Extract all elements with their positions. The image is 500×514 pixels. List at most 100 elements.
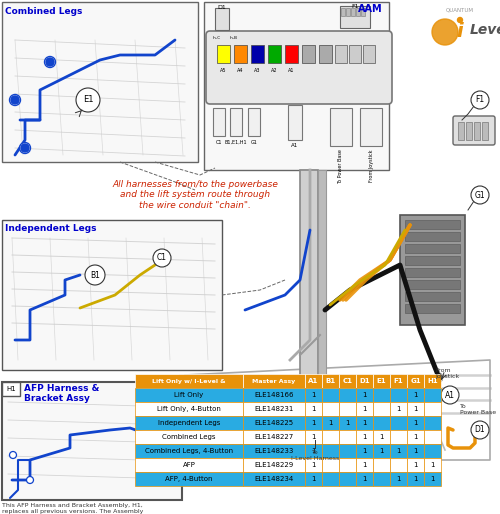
Bar [405, 280, 460, 289]
Bar [356, 416, 373, 430]
Text: B1: B1 [90, 270, 100, 280]
Bar [405, 256, 460, 265]
Bar [2, 2, 198, 162]
Text: ELE148233: ELE148233 [254, 448, 294, 454]
Text: 1: 1 [362, 434, 367, 440]
Circle shape [471, 91, 489, 109]
Text: ELE148231: ELE148231 [254, 406, 294, 412]
Text: From
Joystick: From Joystick [435, 368, 459, 379]
Bar [243, 430, 305, 444]
Bar [318, 170, 326, 390]
Bar [373, 388, 390, 402]
Bar [356, 8, 360, 16]
Circle shape [22, 145, 28, 151]
Text: F1: F1 [476, 96, 484, 104]
Circle shape [432, 19, 458, 45]
Bar [2, 382, 20, 396]
Text: 1: 1 [362, 420, 367, 426]
Bar [390, 416, 407, 430]
Bar [373, 444, 390, 458]
Text: 1: 1 [362, 448, 367, 454]
Text: B1: B1 [326, 378, 336, 384]
Text: B1,E1,H1: B1,E1,H1 [224, 140, 248, 145]
Bar [322, 416, 339, 430]
Bar [268, 45, 281, 63]
Circle shape [85, 265, 105, 285]
Text: Lift Only, 4-Button: Lift Only, 4-Button [157, 406, 221, 412]
Text: 1: 1 [311, 462, 316, 468]
Bar [356, 388, 373, 402]
Bar [339, 458, 356, 472]
Text: Combined Legs: Combined Legs [162, 434, 216, 440]
Text: 1: 1 [362, 462, 367, 468]
Bar [213, 108, 225, 136]
Bar [251, 45, 264, 63]
Text: G1: G1 [410, 378, 421, 384]
Text: 1: 1 [413, 406, 418, 412]
Text: ELE148166: ELE148166 [254, 392, 294, 398]
Text: 1: 1 [362, 406, 367, 412]
Text: Lift Only: Lift Only [174, 392, 204, 398]
Text: 1: 1 [345, 420, 350, 426]
Text: All harnesses from/to the powerbase
and the lift system route through
the wire c: All harnesses from/to the powerbase and … [112, 180, 278, 210]
Bar [424, 402, 441, 416]
Bar [322, 444, 339, 458]
Bar [248, 108, 260, 136]
Bar [305, 444, 322, 458]
Bar [424, 374, 441, 388]
Bar [390, 472, 407, 486]
Bar [300, 170, 318, 390]
Bar [356, 402, 373, 416]
Bar [305, 458, 322, 472]
Bar [243, 402, 305, 416]
Bar [390, 402, 407, 416]
Bar [407, 374, 424, 388]
Bar [361, 8, 365, 16]
Text: Combined Legs, 4-Button: Combined Legs, 4-Button [145, 448, 233, 454]
Bar [356, 458, 373, 472]
Bar [390, 374, 407, 388]
Bar [482, 122, 488, 140]
Bar [2, 382, 182, 500]
Bar [243, 472, 305, 486]
Bar [400, 215, 465, 325]
Circle shape [46, 58, 54, 66]
Text: Level: Level [470, 23, 500, 37]
Circle shape [471, 186, 489, 204]
Text: 1: 1 [396, 406, 401, 412]
Bar [360, 108, 382, 146]
Text: A3: A3 [254, 68, 261, 73]
Bar [405, 292, 460, 301]
Bar [341, 8, 345, 16]
Circle shape [21, 144, 29, 152]
Text: 1: 1 [311, 476, 316, 482]
Bar [135, 402, 243, 416]
Bar [305, 416, 322, 430]
Bar [243, 444, 305, 458]
Text: In-C: In-C [213, 36, 221, 40]
FancyBboxPatch shape [206, 31, 392, 104]
Text: To Power Base: To Power Base [338, 149, 344, 184]
Text: 1: 1 [311, 392, 316, 398]
Bar [135, 430, 243, 444]
Bar [322, 388, 339, 402]
Text: G1: G1 [250, 140, 258, 145]
Text: A1: A1 [308, 378, 318, 384]
Text: 1: 1 [413, 476, 418, 482]
Bar [474, 122, 480, 140]
Bar [405, 268, 460, 277]
Bar [135, 472, 243, 486]
Bar [243, 458, 305, 472]
Text: F1: F1 [351, 4, 359, 9]
Text: 1: 1 [362, 476, 367, 482]
Bar [356, 430, 373, 444]
Text: In-B: In-B [230, 36, 238, 40]
Text: Combined Legs: Combined Legs [5, 7, 82, 16]
Bar [424, 458, 441, 472]
Text: 1: 1 [413, 434, 418, 440]
Bar [407, 388, 424, 402]
Text: H1: H1 [427, 378, 438, 384]
Text: A1: A1 [292, 143, 298, 148]
Text: 1: 1 [311, 434, 316, 440]
Text: C1: C1 [342, 378, 352, 384]
